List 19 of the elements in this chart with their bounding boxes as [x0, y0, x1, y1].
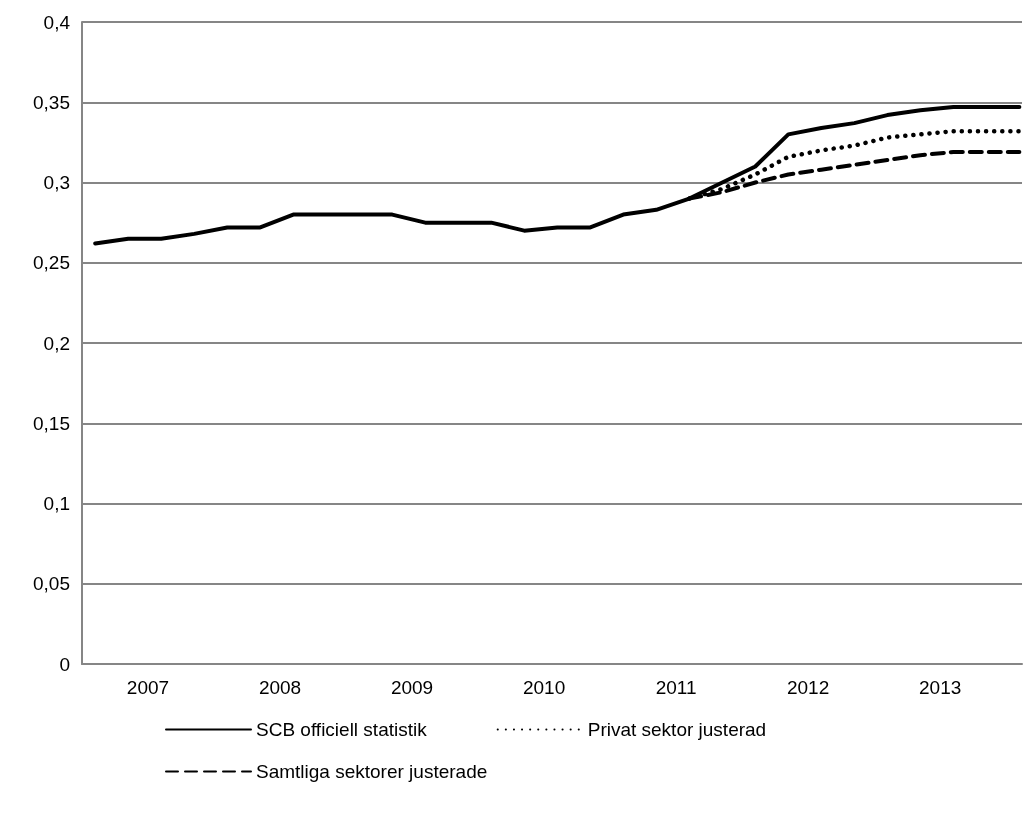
- legend-label: Samtliga sektorer justerade: [256, 761, 488, 782]
- x-tick-label: 2008: [258, 677, 302, 698]
- y-tick-label: 0,25: [33, 252, 70, 274]
- y-tick-label: 0: [59, 653, 70, 675]
- y-tick-label: 0,1: [43, 493, 70, 514]
- y-tick-label: 0,35: [33, 91, 70, 113]
- x-tick-label: 2013: [919, 677, 962, 698]
- legend-label: SCB officiell statistik: [256, 719, 428, 740]
- x-tick-label: 2007: [126, 677, 170, 698]
- y-tick-label: 0,4: [43, 11, 71, 33]
- y-tick-label: 0,05: [33, 573, 70, 595]
- y-tick-label: 0,15: [33, 412, 70, 434]
- x-tick-label: 2011: [655, 677, 697, 698]
- x-tick-label: 2009: [390, 677, 434, 698]
- legend-label: Privat sektor justerad: [587, 719, 767, 740]
- y-tick-label: 0,3: [43, 172, 70, 193]
- y-tick-label: 0,2: [43, 332, 70, 354]
- x-tick-label: 2012: [786, 677, 830, 698]
- x-tick-label: 2010: [522, 677, 566, 698]
